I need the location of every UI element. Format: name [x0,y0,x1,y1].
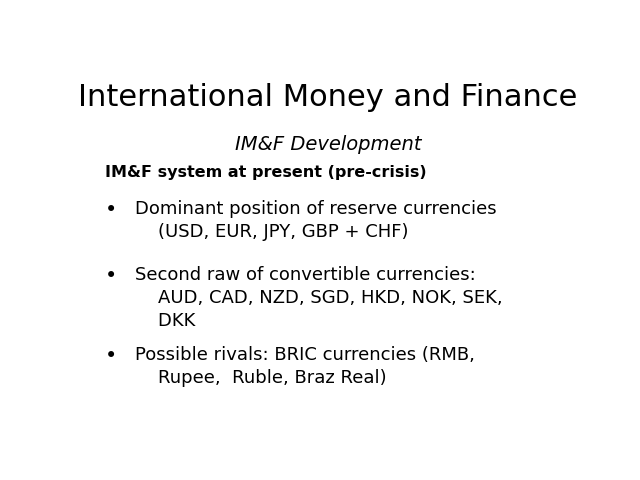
Text: IM&F Development: IM&F Development [235,135,421,154]
Text: IM&F system at present (pre-crisis): IM&F system at present (pre-crisis) [105,165,426,180]
Text: Dominant position of reserve currencies
    (USD, EUR, JPY, GBP + CHF): Dominant position of reserve currencies … [134,200,496,241]
Text: •: • [105,346,117,366]
Text: Second raw of convertible currencies:
    AUD, CAD, NZD, SGD, HKD, NOK, SEK,
   : Second raw of convertible currencies: AU… [134,266,502,330]
Text: •: • [105,266,117,287]
Text: International Money and Finance: International Money and Finance [78,84,578,112]
Text: Possible rivals: BRIC currencies (RMB,
    Rupee,  Ruble, Braz Real): Possible rivals: BRIC currencies (RMB, R… [134,346,474,387]
Text: •: • [105,200,117,220]
